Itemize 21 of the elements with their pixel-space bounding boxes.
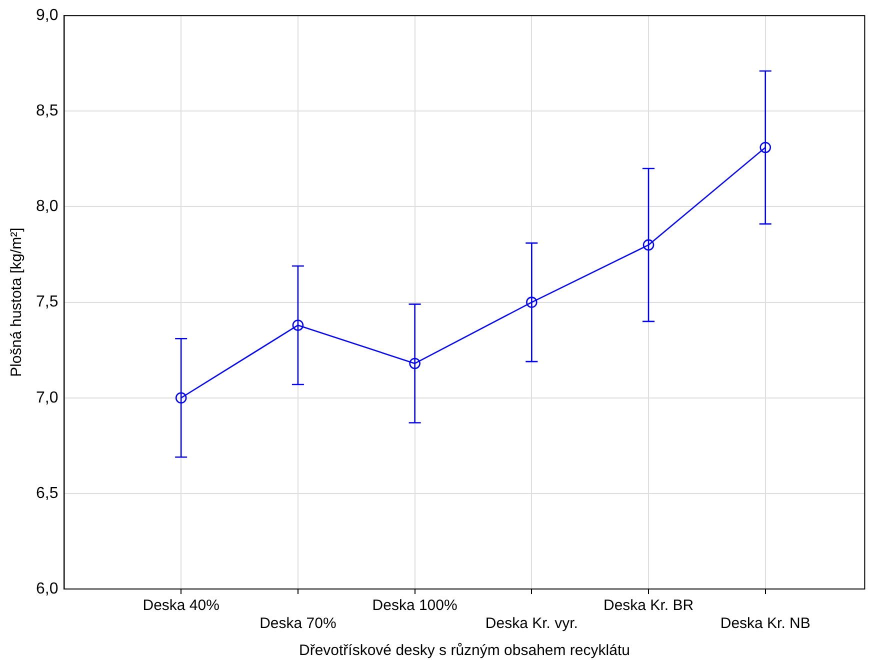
point [526, 296, 538, 308]
x-tick-label: Deska 70% [260, 615, 336, 632]
x-tick-label: Deska Kr. NB [720, 615, 810, 632]
y-tick-label: 8,0 [36, 198, 58, 216]
point [642, 239, 654, 251]
point [409, 358, 420, 370]
x-tick-label: Deska 40% [142, 597, 220, 614]
y-tick-label: 7,5 [36, 294, 58, 311]
y-tick-label: 7,0 [36, 389, 58, 406]
x-tick-label: Deska Kr. vyr. [485, 615, 578, 632]
x-tick-label: Deska 100% [372, 597, 458, 614]
y-tick-label: 8,5 [36, 102, 58, 120]
point [175, 392, 187, 404]
y-tick-label: 6,0 [36, 580, 58, 598]
x-tick-label: Deska Kr. BR [604, 597, 694, 614]
point [760, 142, 772, 154]
y-tick-label: 9,0 [36, 7, 58, 24]
x-axis-title: Dřevotřískové desky s různým obsahem recyklátu [298, 642, 630, 660]
y-tick-label: 6,5 [36, 484, 58, 502]
y-axis-title: Plošná hustota [kg/m²] [8, 228, 26, 377]
point [292, 320, 304, 331]
